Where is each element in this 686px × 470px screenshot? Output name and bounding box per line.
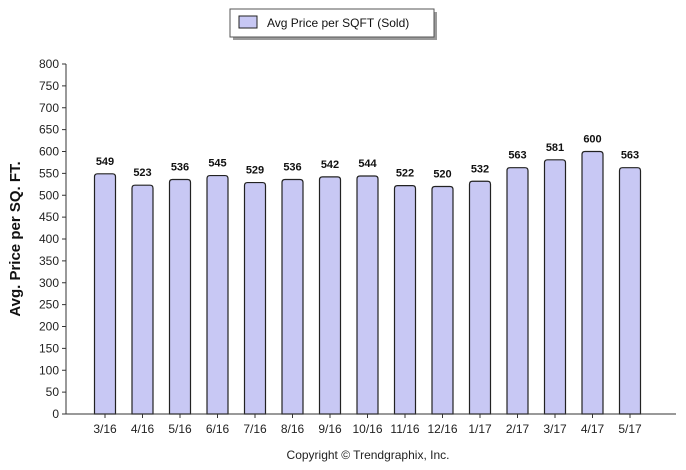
data-label: 542 <box>321 159 339 171</box>
bar <box>131 184 154 415</box>
y-tick-label: 800 <box>39 57 59 71</box>
y-tick-label: 500 <box>39 188 59 202</box>
data-label: 532 <box>471 163 489 175</box>
bar <box>281 178 304 415</box>
x-tick-label: 12/16 <box>427 422 457 436</box>
x-tick-label: 9/16 <box>318 422 342 436</box>
bar <box>356 175 379 415</box>
x-tick-label: 1/17 <box>468 422 492 436</box>
y-tick-label: 650 <box>39 123 59 137</box>
bars <box>93 150 642 415</box>
data-label: 522 <box>396 168 414 180</box>
y-tick-label: 300 <box>39 276 59 290</box>
y-tick-label: 600 <box>39 145 59 159</box>
data-label: 545 <box>208 158 226 170</box>
y-tick-label: 0 <box>52 407 59 421</box>
x-tick-label: 10/16 <box>352 422 382 436</box>
data-label: 549 <box>96 156 114 168</box>
y-tick-label: 350 <box>39 254 59 268</box>
y-tick-label: 700 <box>39 101 59 115</box>
legend-label: Avg Price per SQFT (Sold) <box>267 16 409 30</box>
x-axis: 3/16 4/16 5/16 6/16 7/16 8/16 9/16 10/16 11/16 12… <box>66 413 676 436</box>
data-label: 563 <box>508 150 526 162</box>
bar <box>93 173 117 415</box>
data-label: 544 <box>358 158 377 170</box>
legend-swatch <box>238 15 258 29</box>
data-label: 600 <box>583 134 601 146</box>
x-tick-label: 4/16 <box>131 422 155 436</box>
bar <box>581 150 604 415</box>
y-tick-label: 100 <box>39 363 59 377</box>
legend: Avg Price per SQFT (Sold) <box>229 8 437 40</box>
x-tick-label: 4/17 <box>581 422 605 436</box>
bar <box>168 178 192 415</box>
data-label: 563 <box>621 150 639 162</box>
y-tick-label: 150 <box>39 341 59 355</box>
y-tick-label: 200 <box>39 320 59 334</box>
data-label: 581 <box>546 142 564 154</box>
x-tick-label: 6/16 <box>206 422 230 436</box>
legend-box <box>229 8 435 38</box>
x-tick-label: 2/17 <box>506 422 530 436</box>
data-label: 536 <box>283 162 301 174</box>
data-labels: 549 523 536 545 529 536 542 544 522 520 532 563 581 6… <box>96 134 639 181</box>
x-tick-label: 3/16 <box>93 422 117 436</box>
y-axis: 0 50 100 150 200 250 300 350 400 450 500 550 600 650 7… <box>39 57 67 421</box>
y-tick-label: 450 <box>39 210 59 224</box>
bar <box>431 185 454 415</box>
x-tick-label: 8/16 <box>281 422 305 436</box>
x-tick-label: 11/16 <box>390 422 419 436</box>
bar <box>206 174 229 415</box>
bar <box>318 176 342 415</box>
bar <box>468 180 492 415</box>
bar <box>543 159 567 415</box>
data-label: 536 <box>171 162 189 174</box>
bar <box>618 167 642 415</box>
x-tick-label: 3/17 <box>543 422 567 436</box>
bar <box>393 185 417 415</box>
data-label: 520 <box>433 169 451 181</box>
y-tick-label: 250 <box>39 298 59 312</box>
y-tick-label: 750 <box>39 79 59 93</box>
y-axis-title: Avg. Price per SQ. FT. <box>7 161 24 316</box>
data-label: 523 <box>133 167 151 179</box>
y-tick-label: 50 <box>46 385 60 399</box>
x-tick-label: 5/16 <box>168 422 192 436</box>
bar <box>243 181 267 415</box>
y-tick-label: 550 <box>39 166 59 180</box>
x-tick-label: 7/16 <box>243 422 267 436</box>
x-tick-label: 5/17 <box>618 422 642 436</box>
bar <box>506 167 529 415</box>
y-tick-label: 400 <box>39 232 59 246</box>
copyright-text: Copyright © Trendgraphix, Inc. <box>287 448 450 462</box>
data-label: 529 <box>246 165 264 177</box>
